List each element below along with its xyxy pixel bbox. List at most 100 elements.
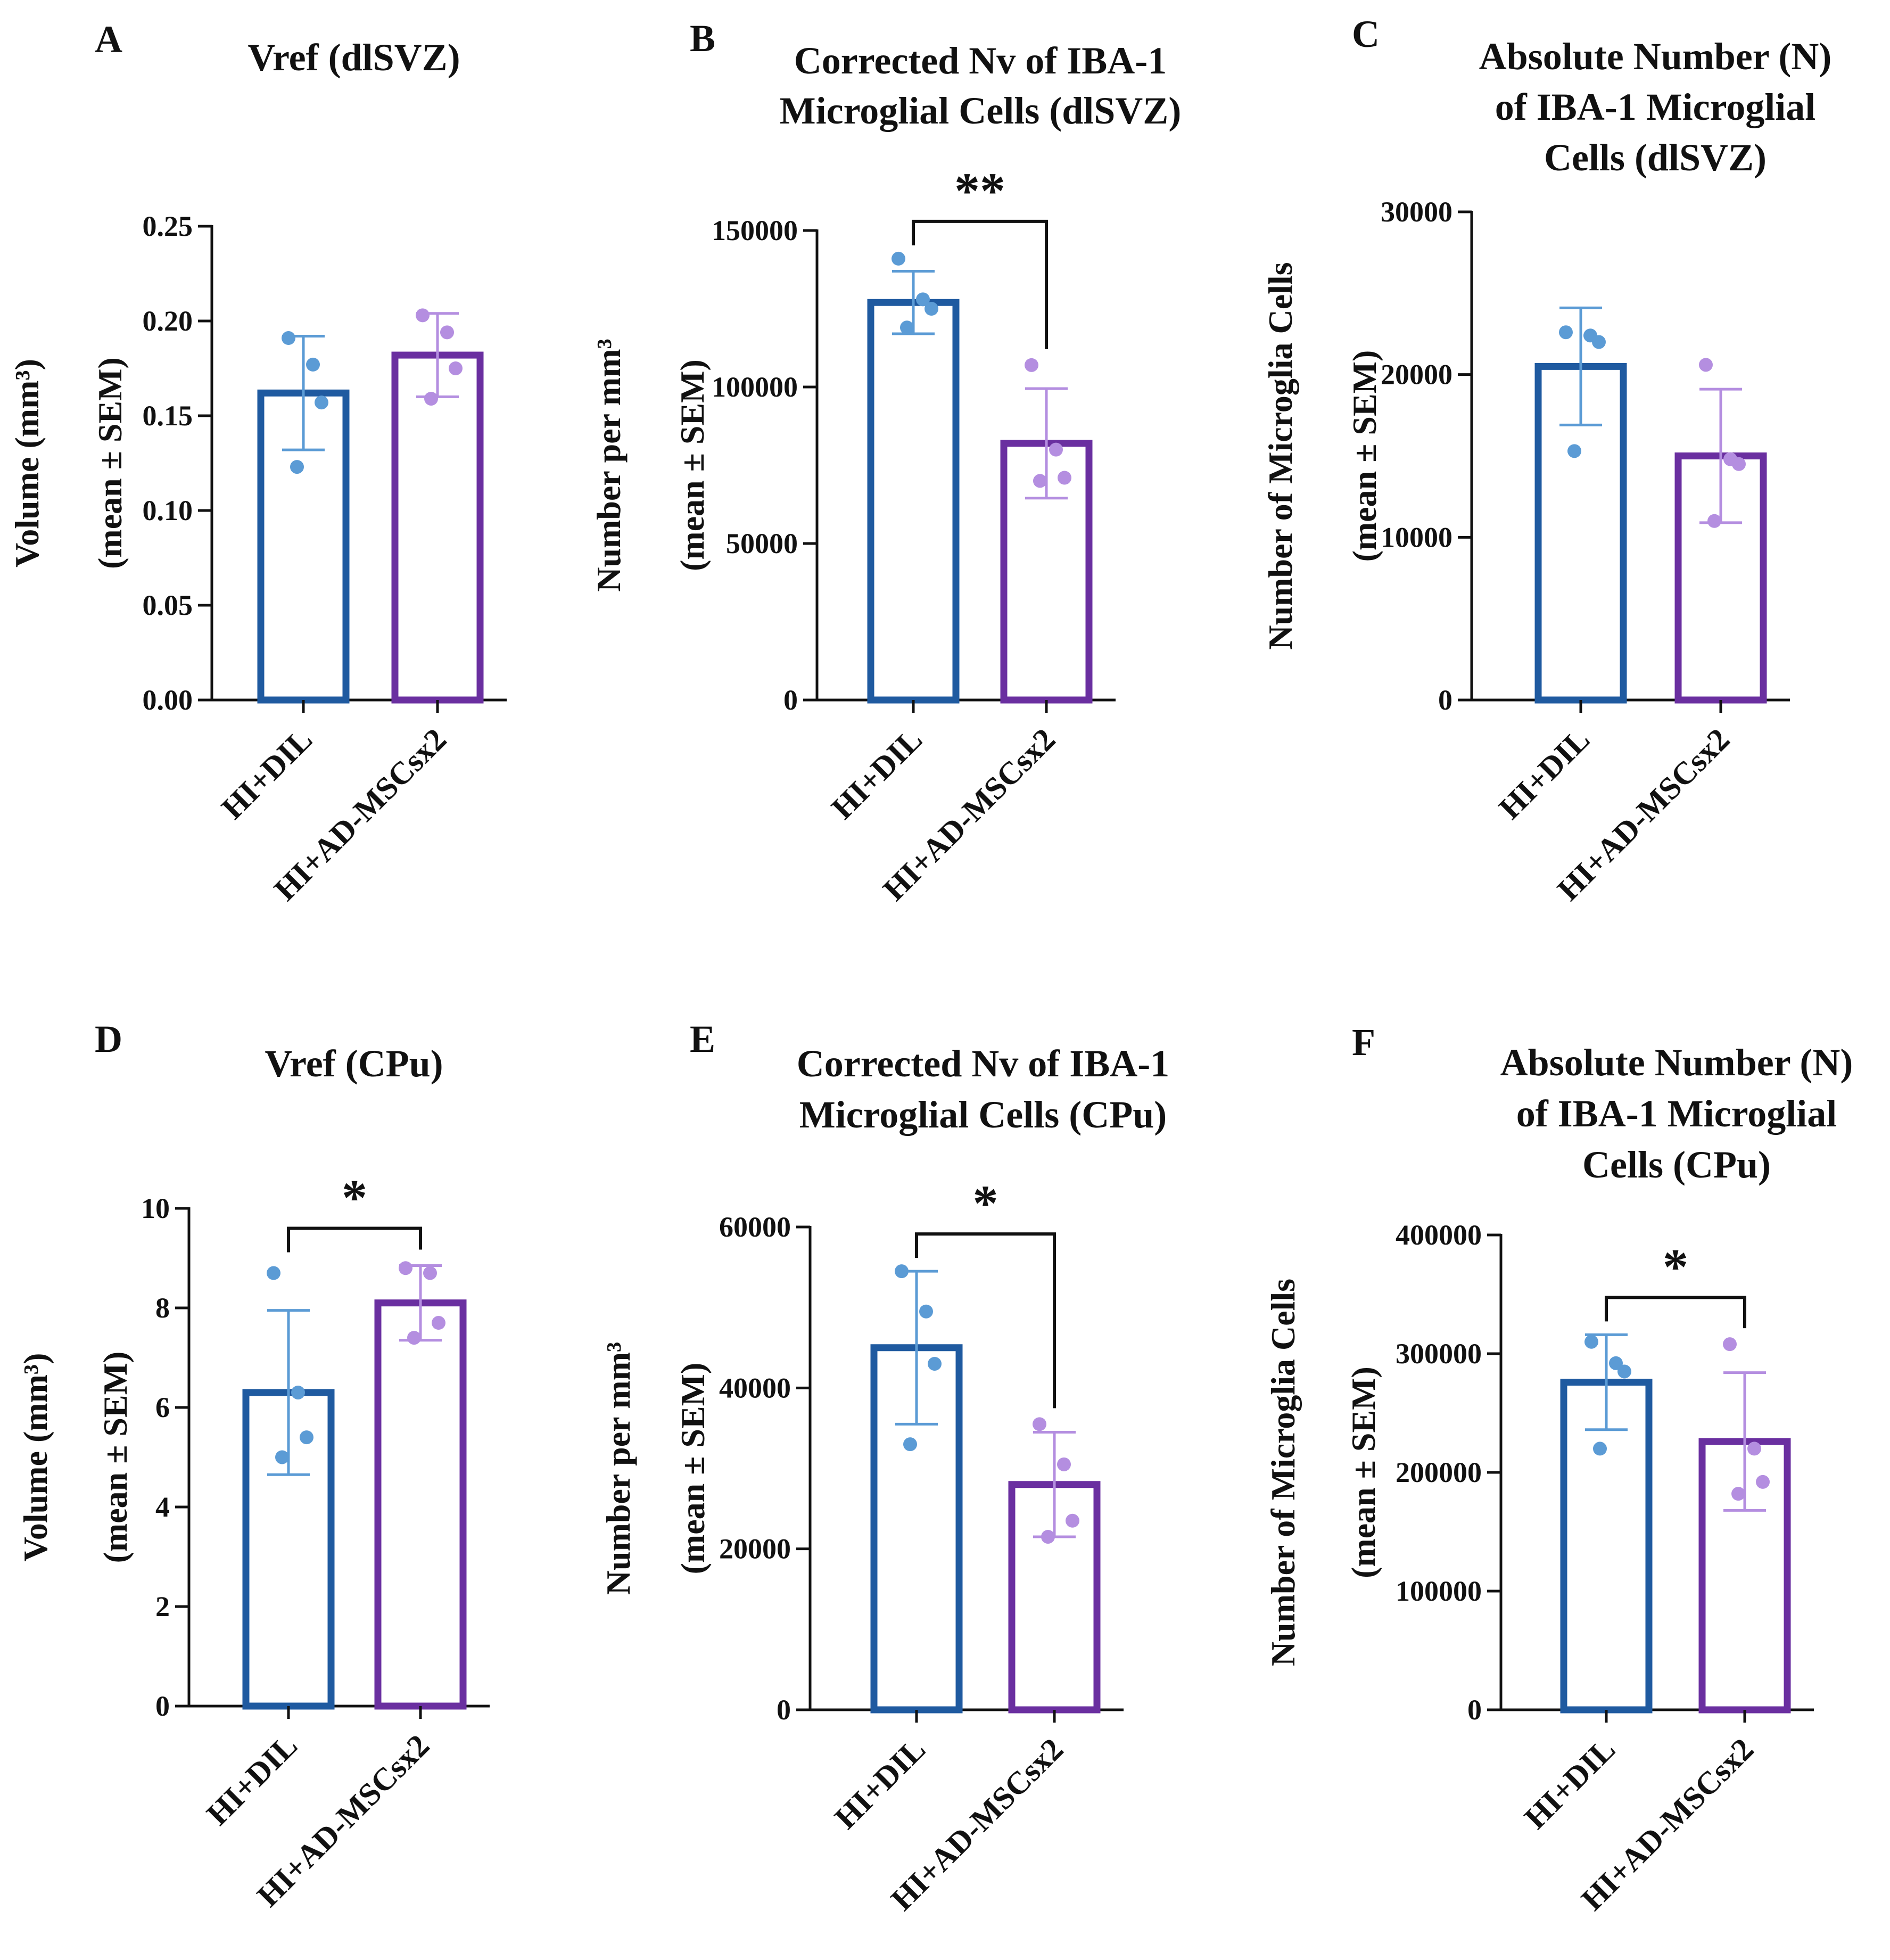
panel-letter: E — [690, 1018, 715, 1060]
data-point — [1033, 474, 1047, 488]
y-tick-label: 30000 — [1381, 196, 1452, 228]
y-tick-label: 40000 — [719, 1372, 791, 1404]
y-tick-label: 0.10 — [143, 495, 193, 526]
chart-title-line: Corrected Nv of IBA-1 — [794, 39, 1167, 82]
y-tick-label: 0 — [783, 684, 798, 716]
y-axis-label-line: Volume (mm³) — [8, 359, 46, 567]
significance-bracket — [287, 1226, 422, 1253]
y-tick-label: 0 — [155, 1690, 170, 1722]
data-point — [1033, 1417, 1046, 1431]
y-axis-label-line: (mean ± SEM) — [96, 1352, 134, 1563]
y-tick-label: 6 — [155, 1391, 170, 1423]
data-point — [291, 1385, 305, 1399]
y-tick-label: 0.20 — [143, 305, 193, 337]
data-point — [919, 1304, 933, 1319]
significance-marker: * — [1663, 1238, 1688, 1295]
data-point — [282, 331, 295, 345]
data-point — [1049, 442, 1063, 457]
data-point — [306, 357, 320, 372]
y-tick-label: 400000 — [1396, 1219, 1482, 1251]
data-point — [1057, 1457, 1071, 1471]
data-point — [1723, 1337, 1737, 1352]
chart-title-line: Vref (CPu) — [265, 1042, 443, 1085]
y-tick-label: 8 — [155, 1292, 170, 1324]
data-point — [407, 1331, 421, 1345]
y-tick-label: 0 — [777, 1694, 791, 1726]
data-point — [892, 251, 905, 266]
y-tick-label: 150000 — [712, 215, 798, 246]
y-axis-label-line: Number of Microglia Cells — [1264, 1279, 1302, 1666]
y-tick-label: 100000 — [1396, 1575, 1482, 1607]
significance-bracket — [915, 1232, 1056, 1409]
x-category-label: HI+DIL — [200, 1728, 304, 1832]
data-point — [267, 1266, 280, 1280]
y-tick-label: 0.15 — [143, 400, 193, 432]
y-axis-label-line: Number per mm³ — [590, 339, 628, 591]
y-axis-label-line: Number of Microglia Cells — [1261, 262, 1299, 649]
significance-bracket — [912, 219, 1048, 349]
chart-title-line: of IBA-1 Microglial — [1516, 1092, 1837, 1135]
chart-title-line: Cells (CPu) — [1582, 1143, 1771, 1186]
data-point — [1592, 335, 1606, 349]
chart-title-line: Absolute Number (N) — [1479, 35, 1832, 78]
chart-title-line: Microglial Cells (CPu) — [799, 1093, 1167, 1136]
y-axis-label-line: (mean ± SEM) — [674, 1363, 712, 1575]
significance-marker: ** — [954, 162, 1005, 219]
data-point — [399, 1261, 412, 1275]
y-tick-label: 0 — [1467, 1694, 1482, 1726]
data-point — [1567, 444, 1581, 458]
bar-hi-dil — [1560, 1379, 1653, 1714]
panel-letter: F — [1352, 1021, 1375, 1064]
y-axis-label-line: (mean ± SEM) — [1346, 350, 1383, 562]
y-tick-label: 0.05 — [143, 589, 193, 621]
chart-title-line: Vref (dlSVZ) — [247, 36, 460, 79]
y-tick-label: 0 — [1438, 684, 1452, 716]
data-point — [1747, 1442, 1761, 1456]
significance-bracket — [1605, 1296, 1746, 1329]
panel-b: B Corrected Nv of IBA-1 Microglial Cells (… — [590, 17, 1181, 908]
bar-hi-ad-mscsx2 — [391, 351, 484, 704]
chart-title-line: of IBA-1 Microglial — [1495, 86, 1816, 128]
panel-letter: A — [95, 18, 122, 61]
data-point — [1699, 358, 1713, 372]
y-tick-label: 4 — [155, 1491, 170, 1523]
bar-hi-dil — [867, 299, 960, 704]
data-point — [925, 302, 938, 316]
y-tick-label: 200000 — [1396, 1456, 1482, 1488]
data-point — [315, 396, 328, 410]
data-point — [432, 1316, 445, 1330]
data-point — [300, 1430, 313, 1445]
panel-f: F Absolute Number (N) of IBA-1 Microglial C… — [1264, 1021, 1853, 1917]
data-point — [1066, 1513, 1079, 1528]
y-tick-label: 20000 — [1381, 359, 1452, 391]
y-tick-label: 300000 — [1396, 1338, 1482, 1370]
y-tick-label: 2 — [155, 1591, 170, 1623]
data-point — [1041, 1529, 1055, 1544]
y-axis-label-line: Volume (mm³) — [16, 1353, 54, 1562]
data-point — [1732, 457, 1746, 471]
y-tick-label: 60000 — [719, 1211, 791, 1243]
data-point — [1584, 1335, 1598, 1349]
chart-title-line: Corrected Nv of IBA-1 — [797, 1042, 1170, 1085]
data-point — [1058, 471, 1071, 485]
data-point — [1617, 1364, 1631, 1379]
y-tick-label: 100000 — [712, 371, 798, 403]
y-axis-label-line: (mean ± SEM) — [91, 357, 129, 569]
data-point — [423, 1266, 437, 1280]
data-point — [1731, 1487, 1745, 1501]
y-tick-label: 0.25 — [143, 210, 193, 242]
data-point — [895, 1264, 909, 1279]
data-point — [1609, 1356, 1623, 1370]
panel-letter: B — [690, 17, 715, 60]
y-tick-label: 10000 — [1381, 521, 1452, 553]
data-point — [416, 308, 430, 323]
significance-marker: * — [342, 1170, 367, 1226]
y-tick-label: 10 — [141, 1192, 170, 1224]
y-axis-label-line: (mean ± SEM) — [1344, 1366, 1382, 1578]
data-point — [916, 292, 930, 307]
panel-letter: C — [1352, 13, 1380, 55]
data-point — [275, 1450, 289, 1464]
significance-marker: * — [973, 1175, 998, 1232]
y-axis-label-line: Number per mm³ — [599, 1342, 637, 1595]
